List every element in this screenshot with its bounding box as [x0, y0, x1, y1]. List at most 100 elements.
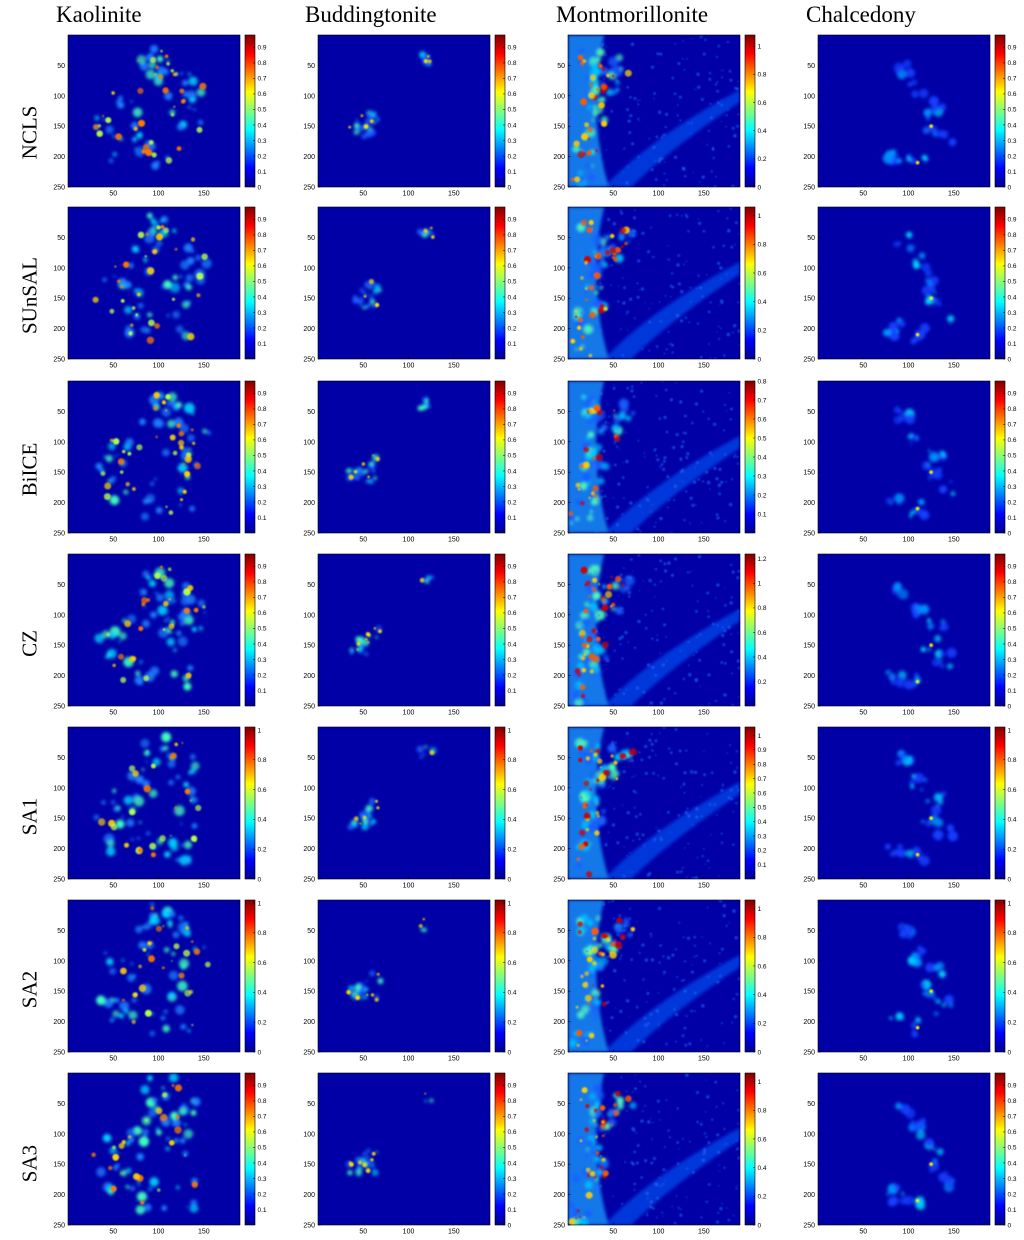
map-blob	[186, 90, 197, 100]
map-blob	[122, 998, 125, 1002]
map-background	[318, 207, 490, 359]
map-frame	[317, 1072, 491, 1226]
map-speckle	[655, 135, 659, 139]
map-blob	[140, 1200, 145, 1205]
map-speckle	[703, 773, 706, 777]
map-blob	[616, 426, 620, 429]
map-speckle	[655, 345, 659, 348]
map-speckle	[684, 316, 688, 320]
map-speckle	[626, 575, 630, 579]
x-tick-label: 50	[609, 710, 617, 717]
y-tick-label: 200	[53, 1019, 65, 1026]
map-blob	[590, 491, 595, 496]
map-blob	[131, 245, 139, 253]
map-hotspot	[929, 643, 933, 647]
map-blob	[151, 161, 160, 170]
map-blob	[424, 1092, 427, 1095]
y-tick-label: 250	[803, 877, 815, 884]
map-speckle	[635, 832, 639, 836]
colorbar-tick-label: 0	[758, 356, 762, 363]
map-blob	[592, 577, 598, 583]
map-speckle	[628, 759, 631, 763]
map-speckle	[612, 621, 614, 623]
map-blob	[154, 477, 157, 481]
map-blob	[145, 1118, 148, 1122]
map-speckle	[664, 1180, 667, 1182]
map-blob	[615, 1090, 621, 1097]
colorbar-tick-label: 0.6	[258, 91, 267, 98]
colorbar-tick-label: 0.5	[508, 626, 517, 633]
colorbar-tick-label: 0	[1008, 356, 1012, 363]
map-blob	[422, 752, 426, 757]
map-blob	[362, 1162, 368, 1168]
map-speckle	[702, 1151, 706, 1155]
map-blob	[137, 87, 144, 94]
map-blob	[595, 636, 601, 642]
map-speckle	[732, 1214, 735, 1217]
colorbar-tick-label: 0	[258, 184, 262, 191]
map-speckle	[735, 221, 738, 225]
map-blob	[119, 1001, 130, 1011]
map-blob	[171, 623, 174, 626]
map-speckle	[577, 616, 580, 618]
x-tick-label: 150	[698, 1056, 710, 1063]
map-blob	[927, 622, 934, 630]
map-speckle	[647, 755, 651, 759]
map-speckle	[573, 1154, 578, 1158]
map-speckle	[720, 99, 723, 102]
map-frame	[317, 899, 491, 1053]
map-blob	[121, 959, 125, 962]
map-speckle	[634, 209, 636, 211]
y-tick-label: 100	[53, 958, 65, 965]
map-blob	[587, 514, 594, 521]
map-blob	[577, 48, 583, 54]
map-blob	[589, 940, 597, 947]
colorbar-tick-label: 0.6	[1008, 263, 1017, 270]
y-tick-label: 150	[303, 470, 315, 477]
map-blob	[183, 607, 190, 614]
colorbar-tick-label: 0.8	[1008, 1098, 1017, 1105]
y-tick-label: 150	[53, 124, 65, 131]
map-blob	[597, 942, 603, 949]
colorbar-tick-label: 0.2	[508, 846, 517, 853]
map-blob	[155, 507, 163, 514]
map-blob	[598, 988, 600, 991]
map-blob	[928, 451, 940, 463]
y-tick-label: 200	[553, 154, 565, 161]
map-blob	[583, 1153, 589, 1160]
map-speckle	[631, 1091, 634, 1093]
map-blob	[184, 855, 192, 863]
map-speckle	[568, 587, 570, 590]
map-blob	[589, 84, 593, 88]
map-speckle	[627, 591, 632, 595]
map-blob	[948, 138, 957, 147]
map-speckle	[736, 1185, 738, 1187]
map-speckle	[680, 214, 683, 217]
map-blob	[175, 774, 181, 780]
x-tick-label: 150	[448, 710, 460, 717]
map-speckle	[735, 750, 739, 753]
x-tick-label: 150	[698, 191, 710, 198]
map-speckle	[707, 610, 710, 613]
map-blob	[175, 325, 184, 334]
map-speckle	[583, 637, 587, 641]
map-speckle	[720, 841, 724, 844]
map-speckle	[669, 398, 674, 402]
map-blob	[182, 1102, 186, 1106]
x-tick-label: 50	[859, 191, 867, 198]
map-blob	[162, 1092, 168, 1098]
y-tick-label: 150	[553, 816, 565, 823]
colorbar-tick-label: 0.8	[1008, 757, 1017, 764]
x-tick-label: 50	[609, 1056, 617, 1063]
map-speckle	[594, 639, 596, 641]
map-blob	[114, 997, 120, 1003]
colorbar-tick-label: 0	[508, 1049, 512, 1056]
map-blob	[368, 278, 374, 285]
map-speckle	[716, 1133, 720, 1137]
map-speckle	[700, 97, 704, 101]
map-blob	[358, 646, 362, 650]
map-blob	[202, 605, 206, 609]
map-speckle	[704, 863, 706, 865]
map-speckle	[645, 1191, 649, 1196]
map-blob	[91, 1152, 96, 1157]
